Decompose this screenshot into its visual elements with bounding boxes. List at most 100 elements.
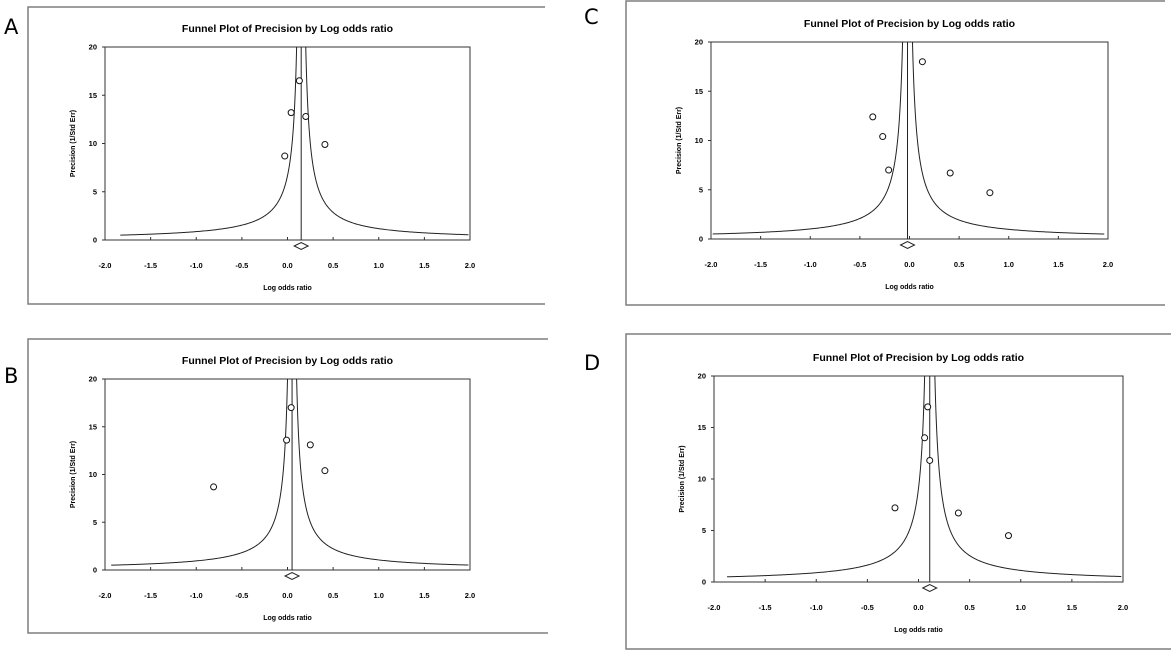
- x-tick-label: -0.5: [235, 261, 248, 270]
- study-point: [926, 456, 934, 464]
- x-tick-label: 1.5: [1053, 260, 1063, 269]
- x-tick-label: 0.0: [282, 591, 292, 600]
- y-tick-label: 0: [93, 236, 97, 245]
- x-tick-label: 1.0: [374, 591, 384, 600]
- study-point: [986, 189, 994, 197]
- panel-frame: [625, 333, 1171, 650]
- x-tick-label: -1.5: [754, 260, 767, 269]
- y-tick-label: 15: [89, 91, 97, 100]
- funnel-left-boundary: [111, 379, 289, 566]
- x-tick-label: 0.0: [913, 603, 923, 612]
- panel-b: B Funnel Plot of Precision by Log odds ra…: [4, 338, 548, 634]
- panel-a: A Funnel Plot of Precision by Log odds ra…: [4, 6, 545, 305]
- chart-title: Funnel Plot of Precision by Log odds rat…: [813, 352, 1024, 364]
- y-tick-label: 10: [89, 470, 97, 479]
- panel-letter: A: [4, 15, 19, 39]
- study-point: [306, 441, 314, 449]
- plot-area: [710, 41, 1109, 240]
- x-tick-label: 1.0: [1016, 603, 1026, 612]
- y-tick-label: 5: [699, 185, 703, 194]
- funnel-right-boundary: [296, 379, 469, 566]
- x-tick-label: -1.0: [810, 603, 823, 612]
- y-tick-label: 15: [698, 423, 706, 432]
- x-tick-label: 1.5: [419, 591, 429, 600]
- study-point: [321, 140, 329, 148]
- x-axis-title: Log odds ratio: [263, 615, 312, 622]
- x-tick-label: 2.0: [1118, 603, 1128, 612]
- chart-title: Funnel Plot of Precision by Log odds rat…: [804, 18, 1015, 30]
- x-tick-label: 1.5: [1067, 603, 1077, 612]
- pooled-estimate-diamond: [283, 571, 301, 581]
- panel-letter: C: [584, 5, 599, 29]
- x-tick-label: 1.5: [419, 261, 429, 270]
- study-point: [924, 403, 932, 411]
- study-point: [869, 113, 877, 121]
- plot-area: [104, 46, 471, 241]
- x-tick-label: 2.0: [1103, 260, 1113, 269]
- study-point: [210, 483, 218, 491]
- x-axis-title: Log odds ratio: [263, 285, 312, 292]
- funnel-left-boundary: [727, 376, 926, 578]
- x-tick-label: -1.5: [144, 261, 157, 270]
- panel-letter: D: [584, 351, 600, 375]
- study-point: [287, 404, 295, 412]
- study-point: [921, 434, 929, 442]
- y-tick-label: 15: [695, 87, 703, 96]
- x-tick-label: -1.0: [190, 261, 203, 270]
- study-point: [281, 152, 289, 160]
- panel-frame: [27, 6, 545, 305]
- x-tick-label: -1.0: [190, 591, 203, 600]
- y-tick-label: 10: [695, 136, 703, 145]
- study-point: [885, 166, 893, 174]
- y-tick-label: 5: [93, 518, 97, 527]
- funnel-right-boundary: [911, 42, 1105, 235]
- x-tick-label: -2.0: [99, 591, 112, 600]
- y-tick-label: 0: [702, 578, 706, 587]
- study-point: [287, 109, 295, 117]
- study-point: [954, 509, 962, 517]
- y-tick-label: 10: [89, 139, 97, 148]
- y-tick-label: 15: [89, 422, 97, 431]
- x-tick-label: 0.5: [954, 260, 964, 269]
- y-axis-title: Precision (1/Std Err): [70, 110, 77, 177]
- x-tick-label: -0.5: [861, 603, 874, 612]
- x-tick-label: 0.0: [282, 261, 292, 270]
- funnel-left-boundary: [120, 47, 298, 236]
- x-tick-label: -0.5: [853, 260, 866, 269]
- x-tick-label: -1.5: [144, 591, 157, 600]
- plot-area: [104, 378, 471, 571]
- x-axis-title: Log odds ratio: [894, 627, 943, 634]
- y-tick-label: 20: [695, 38, 703, 47]
- x-tick-label: 2.0: [465, 591, 475, 600]
- funnel-left-boundary: [712, 42, 904, 235]
- study-point: [321, 467, 329, 475]
- x-tick-label: 0.0: [904, 260, 914, 269]
- y-tick-label: 5: [93, 187, 97, 196]
- pooled-estimate-diamond: [899, 240, 916, 250]
- x-tick-label: 1.0: [374, 261, 384, 270]
- x-tick-label: 0.5: [964, 603, 974, 612]
- x-tick-label: 0.5: [328, 591, 338, 600]
- x-tick-label: -1.5: [759, 603, 772, 612]
- panel-frame: [625, 0, 1165, 306]
- x-tick-label: -2.0: [708, 603, 721, 612]
- study-point: [946, 169, 954, 177]
- y-tick-label: 0: [699, 235, 703, 244]
- y-tick-label: 20: [89, 375, 97, 384]
- x-axis-title: Log odds ratio: [885, 284, 934, 291]
- chart-title: Funnel Plot of Precision by Log odds rat…: [182, 23, 393, 35]
- study-point: [295, 77, 303, 85]
- x-tick-label: -1.0: [804, 260, 817, 269]
- study-point: [891, 504, 899, 512]
- panel-letter: B: [4, 364, 18, 388]
- x-tick-label: -2.0: [99, 261, 112, 270]
- funnel-right-boundary: [305, 47, 469, 236]
- funnel-right-boundary: [934, 376, 1122, 577]
- study-point: [283, 436, 291, 444]
- y-axis-title: Precision (1/Std Err): [679, 445, 686, 512]
- panel-frame: [27, 338, 548, 634]
- plot-area: [713, 375, 1124, 583]
- x-tick-label: 2.0: [465, 261, 475, 270]
- y-axis-title: Precision (1/Std Err): [676, 107, 683, 174]
